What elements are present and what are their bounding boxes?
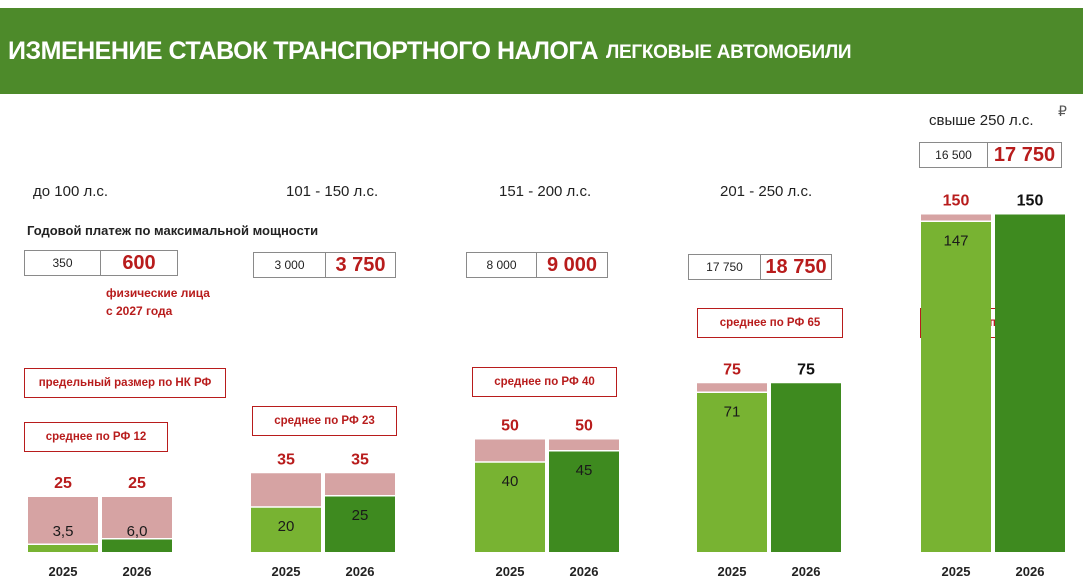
bar-limit-cap	[325, 473, 395, 496]
payment-box-3: 8 000 9 000	[466, 252, 608, 278]
page-title: ИЗМЕНЕНИЕ СТАВОК ТРАНСПОРТНОГО НАЛОГА	[8, 36, 599, 65]
x-tick-label: 2025	[272, 564, 301, 579]
limit-value-label: 75	[797, 361, 815, 378]
payment-new: 9 000	[546, 253, 598, 276]
payment-box-5: 16 500 17 750	[919, 142, 1062, 168]
payment-new: 600	[122, 251, 156, 274]
payment-new: 18 750	[765, 255, 827, 278]
payment-old: 3 000	[254, 253, 326, 277]
bar-average	[995, 214, 1065, 552]
x-tick-label: 2026	[570, 564, 599, 579]
average-value-label: 71	[724, 403, 741, 420]
payment-old: 16 500	[920, 143, 988, 167]
average-label-1: среднее по РФ 12	[24, 422, 168, 452]
bar-average	[251, 507, 321, 552]
annual-payment-caption: Годовой платеж по максимальной мощности	[27, 223, 319, 238]
limit-value-label: 75	[723, 361, 741, 378]
ruble-icon: ₽	[1058, 103, 1067, 119]
payment-new: 3 750	[335, 253, 386, 276]
limit-value-label: 150	[1017, 193, 1044, 210]
bar-limit-cap	[102, 497, 172, 539]
payment-box-4: 17 750 18 750	[688, 254, 832, 280]
limit-value-label: 150	[943, 193, 970, 210]
average-label-2: среднее по РФ 23	[252, 406, 397, 436]
bar-average	[549, 450, 619, 552]
average-value-label: 147	[943, 232, 968, 249]
bar-limit-cap	[28, 497, 98, 545]
individuals-note: физические лица с 2027 года	[106, 284, 210, 320]
bar-limit-cap	[475, 439, 545, 462]
payment-old: 350	[25, 251, 101, 275]
limit-value-label: 50	[501, 418, 519, 435]
x-tick-label: 2026	[346, 564, 375, 579]
average-label-3: среднее по РФ 40	[472, 367, 617, 397]
payment-new: 17 750	[993, 143, 1056, 166]
x-tick-label: 2026	[1016, 564, 1045, 579]
payment-box-2: 3 000 3 750	[253, 252, 396, 278]
category-label-1: до 100 л.с.	[33, 183, 109, 200]
average-value-label: 40	[502, 473, 519, 490]
bar-average	[697, 392, 767, 552]
bar-limit-cap	[251, 473, 321, 507]
bar-average	[102, 538, 172, 552]
individuals-note-line1: физические лица	[106, 286, 210, 300]
x-tick-label: 2025	[942, 564, 971, 579]
bar-limit-cap	[549, 439, 619, 451]
bar-average	[325, 495, 395, 552]
bar-average	[771, 383, 841, 552]
page-subtitle: ЛЕГКОВЫЕ АВТОМОБИЛИ	[606, 42, 852, 63]
limit-label-box: предельный размер по НК РФ	[24, 368, 226, 398]
limit-value-label: 25	[128, 475, 146, 492]
category-label-4: 201 - 250 л.с.	[720, 183, 813, 200]
average-value-label: 25	[352, 507, 369, 524]
category-label-2: 101 - 150 л.с.	[286, 183, 379, 200]
x-tick-label: 2025	[718, 564, 747, 579]
header-banner: ИЗМЕНЕНИЕ СТАВОК ТРАНСПОРТНОГО НАЛОГА ЛЕ…	[0, 8, 1083, 94]
payment-old: 8 000	[467, 253, 537, 277]
bar-limit-cap	[921, 214, 991, 222]
average-value-label: 3,5	[53, 523, 74, 540]
limit-value-label: 50	[575, 418, 593, 435]
individuals-note-line2: с 2027 года	[106, 304, 173, 318]
bar-average	[921, 221, 991, 552]
average-value-label: 45	[576, 462, 593, 479]
average-value-label: 6,0	[127, 523, 148, 540]
x-tick-label: 2026	[792, 564, 821, 579]
x-tick-label: 2026	[123, 564, 152, 579]
payment-old: 17 750	[689, 255, 761, 279]
x-tick-label: 2025	[496, 564, 525, 579]
bar-average	[28, 544, 98, 552]
limit-value-label: 25	[54, 475, 72, 492]
x-tick-label: 2025	[49, 564, 78, 579]
bar-average	[475, 462, 545, 552]
bar-limit-cap	[697, 383, 767, 393]
payment-box-1: 350 600	[24, 250, 178, 276]
category-label-3: 151 - 200 л.с.	[499, 183, 592, 200]
average-value-label: 20	[278, 518, 295, 535]
limit-value-label: 35	[277, 451, 295, 468]
average-label-4: среднее по РФ 65	[697, 308, 843, 338]
category-label-5: свыше 250 л.с.	[929, 112, 1034, 129]
limit-value-label: 35	[351, 451, 369, 468]
